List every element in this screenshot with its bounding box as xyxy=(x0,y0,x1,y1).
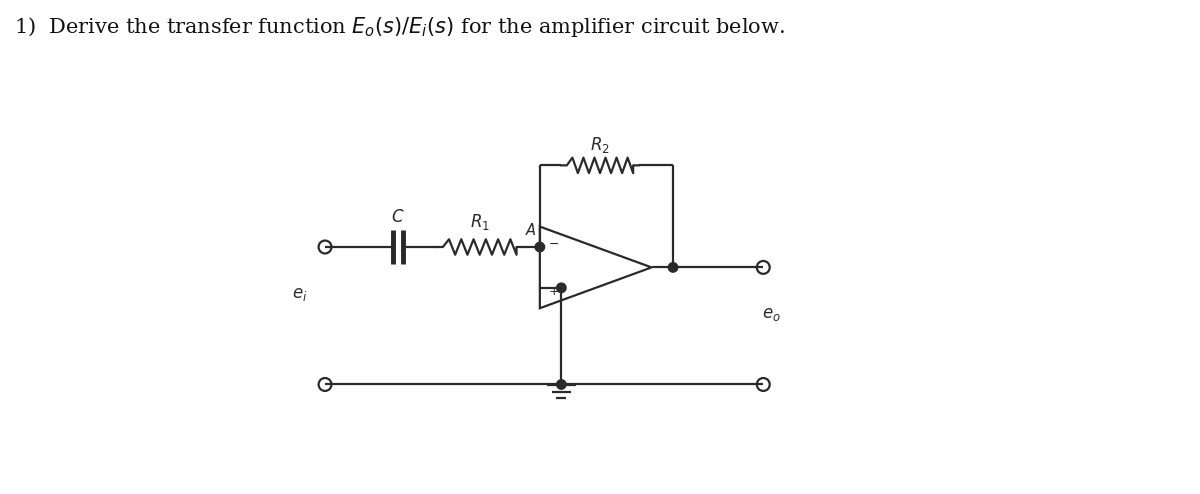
Text: $e_o$: $e_o$ xyxy=(762,306,781,323)
Text: $A$: $A$ xyxy=(524,222,536,239)
Text: $e_i$: $e_i$ xyxy=(292,286,307,303)
Text: $+$: $+$ xyxy=(548,285,559,298)
Text: $-$: $-$ xyxy=(548,237,559,250)
Circle shape xyxy=(668,263,678,272)
Text: $R_1$: $R_1$ xyxy=(469,212,490,232)
Text: $R_2$: $R_2$ xyxy=(590,135,610,155)
Circle shape xyxy=(535,242,545,252)
Text: 1)  Derive the transfer function $E_o(s)/E_i(s)$ for the amplifier circuit below: 1) Derive the transfer function $E_o(s)/… xyxy=(14,15,786,39)
Text: $C$: $C$ xyxy=(391,208,404,226)
Circle shape xyxy=(557,380,566,389)
Circle shape xyxy=(557,283,566,292)
